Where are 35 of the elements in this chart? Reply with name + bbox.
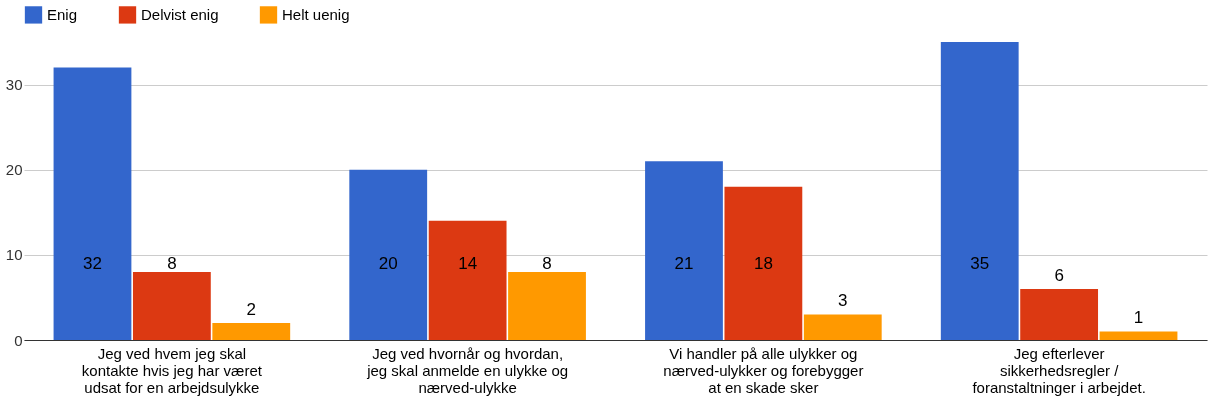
x-tick-label: Jeg ved hvornår og hvordan, jeg skal anmelde en ulykke og nærved-ulykke (366, 344, 569, 396)
y-tick-label: 20 (5, 161, 23, 179)
x-tick-label: Jeg efterlever sikkerhedsregler / foranstaltninger i arbejdet. (972, 344, 1146, 396)
legend-label: Delvist enig (141, 5, 219, 23)
data-label: 6 (1054, 265, 1064, 285)
bar (940, 42, 1019, 340)
data-label: 2 (246, 299, 257, 319)
data-label: 8 (542, 254, 552, 273)
data-label: 18 (753, 254, 773, 273)
bar (1020, 288, 1099, 340)
x-tick-label: Vi handler på alle ulykker og nærved-ulykker og forebygger at en skade sker (663, 344, 864, 396)
legend-label: Enig (47, 5, 78, 23)
bar (645, 161, 723, 340)
data-label: 35 (970, 254, 990, 273)
bar (212, 322, 291, 340)
data-label: 14 (458, 254, 478, 273)
bar (349, 169, 428, 340)
bar (53, 67, 132, 340)
x-tick-label: Jeg ved hvem jeg skal kontakte hvis jeg har været udsat for en arbejdsulykke (81, 344, 263, 396)
data-label: 32 (83, 254, 102, 273)
y-tick-label: 30 (5, 76, 23, 94)
y-tick-label: 10 (5, 246, 23, 264)
legend-label: Helt uenig (282, 5, 350, 23)
bar (132, 271, 211, 340)
bar (508, 271, 586, 340)
bar (1099, 331, 1178, 340)
bar (724, 186, 803, 340)
data-label: 21 (674, 254, 694, 273)
bar (803, 314, 882, 340)
bar (428, 220, 507, 340)
y-tick-label: 0 (14, 331, 23, 349)
data-label: 1 (1133, 308, 1144, 328)
data-label: 20 (378, 254, 398, 273)
data-label: 3 (838, 291, 848, 311)
data-label: 8 (167, 254, 177, 273)
